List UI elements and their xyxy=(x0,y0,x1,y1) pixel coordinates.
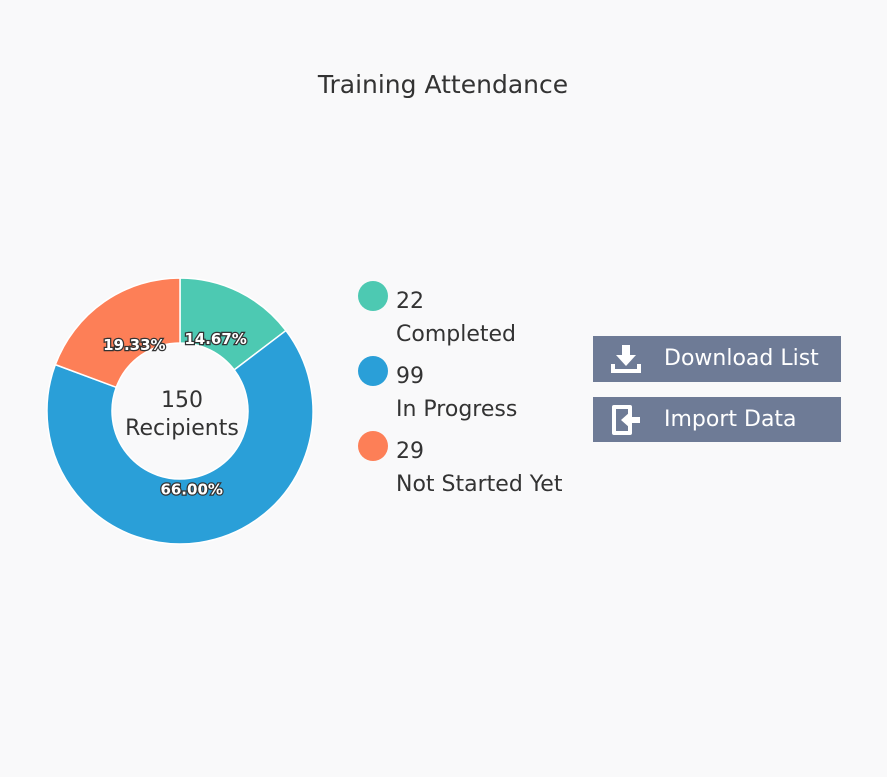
import-icon xyxy=(612,405,640,435)
legend-marker xyxy=(358,431,388,461)
button-label: Import Data xyxy=(664,407,797,432)
donut-slice xyxy=(54,277,181,389)
legend-value: 99 xyxy=(396,364,424,389)
center-label: Recipients xyxy=(125,416,239,441)
legend-label: Not Started Yet xyxy=(396,472,563,497)
slice-label: 66.00% xyxy=(160,481,222,499)
legend-label: Completed xyxy=(396,322,516,347)
legend-marker xyxy=(358,356,388,386)
chart-title: Training Attendance xyxy=(317,70,568,99)
donut-slice xyxy=(46,329,314,545)
center-value: 150 xyxy=(161,388,203,413)
slice-label: 14.67% xyxy=(184,330,246,348)
import-button[interactable]: Import Data xyxy=(593,397,841,442)
button-bg xyxy=(593,336,841,382)
download-button[interactable]: Download List xyxy=(593,336,841,382)
legend-marker xyxy=(358,281,388,311)
download-icon xyxy=(611,345,641,373)
slice-label: 19.33% xyxy=(103,336,165,354)
button-label: Download List xyxy=(664,346,819,371)
legend-label: In Progress xyxy=(396,397,517,422)
legend-value: 22 xyxy=(396,289,424,314)
legend-value: 29 xyxy=(396,439,424,464)
